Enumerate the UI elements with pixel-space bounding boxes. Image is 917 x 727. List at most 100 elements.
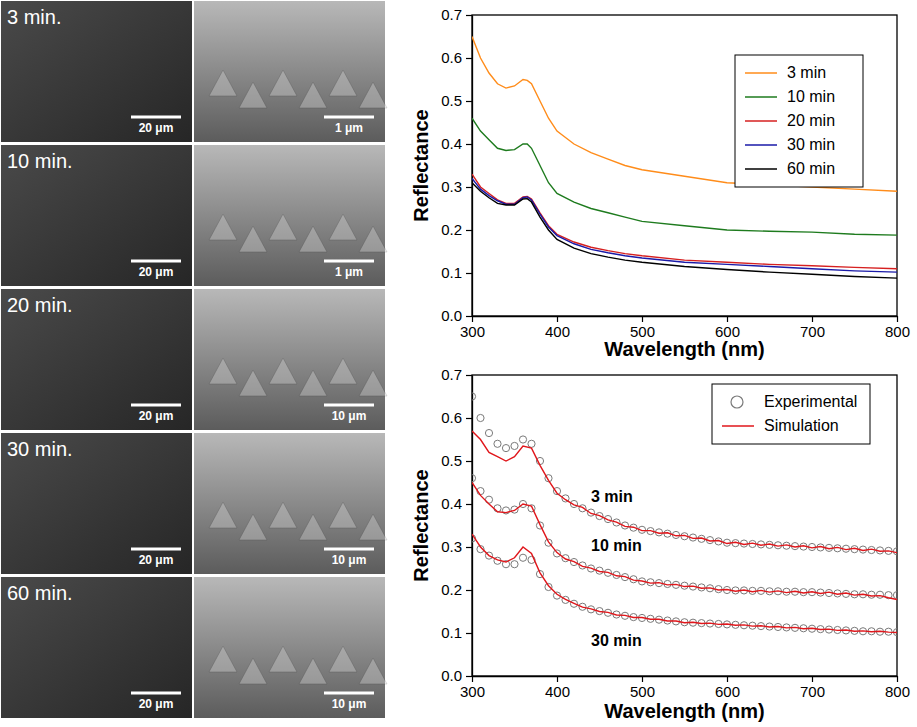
sem-image: 10 min. 20 μm (1, 145, 192, 286)
sem-image: 30 min.20 μm (1, 433, 192, 574)
data-point (579, 505, 586, 512)
sem-texture-shape (239, 370, 267, 396)
sem-texture-shape (359, 658, 387, 684)
sem-texture-shape (209, 502, 237, 528)
data-point (472, 393, 476, 400)
legend: 3 min10 min20 min30 min60 min (735, 55, 863, 187)
tick-label: 0.4 (441, 135, 462, 152)
tick-mark (897, 316, 898, 322)
axis-line (472, 376, 473, 677)
tick-mark (727, 316, 728, 322)
scale-bar (324, 404, 374, 407)
scale-bar-label: 10 μm (332, 697, 367, 711)
data-line (472, 174, 897, 269)
tick: 0.1 (441, 624, 472, 641)
data-point (893, 592, 897, 599)
tick-mark (466, 547, 472, 548)
scale-bar-label: 1 μm (335, 121, 363, 135)
sem-texture-shape (359, 82, 387, 108)
tick-label: 0.2 (441, 221, 462, 238)
tick-mark (466, 375, 472, 376)
sem-image-background (194, 289, 385, 430)
sem-texture-shape (329, 502, 357, 528)
tick-label: 0.7 (441, 366, 462, 383)
tick-label: 0.2 (441, 581, 462, 598)
sem-texture-shape (209, 358, 237, 384)
data-line (472, 431, 897, 553)
sem-texture-shape (269, 358, 297, 384)
tick: 0.2 (441, 221, 472, 238)
tick-label: 0.5 (441, 92, 462, 109)
sem-texture-shape (359, 514, 387, 540)
sem-image-background (1, 433, 192, 574)
sem-texture-shape (239, 82, 267, 108)
tick-mark (812, 316, 813, 322)
scale-bar-label: 20 μm (139, 697, 174, 711)
tick-mark (466, 461, 472, 462)
y-axis-title: Reflectance (410, 109, 432, 221)
data-point (868, 591, 875, 598)
scale-bar-label: 20 μm (139, 265, 174, 279)
tick: 800 (885, 676, 910, 700)
tick: 600 (715, 676, 740, 700)
sem-panels: 3 min.20 μm1 μm10 min.20 μm1 μm20 min.20… (1, 1, 387, 718)
tick-label: 0.1 (441, 264, 462, 281)
tick-label: 0.7 (441, 6, 462, 23)
data-line (472, 534, 897, 632)
sem-image-background (1, 289, 192, 430)
scale-bar-label: 20 μm (139, 409, 174, 423)
sem-texture-shape (269, 502, 297, 528)
legend-label: 10 min (787, 88, 835, 105)
tick: 0.3 (441, 538, 472, 555)
sem-image: 20 min. 20 μm (1, 289, 192, 430)
tick-mark (466, 676, 472, 677)
tick-mark (472, 676, 473, 682)
tick: 0.4 (441, 135, 472, 152)
sem-texture-shape (239, 514, 267, 540)
tick: 0.0 (441, 667, 472, 684)
sem-image-background (1, 577, 192, 718)
tick: 0.1 (441, 264, 472, 281)
annotation: 10 min (591, 537, 642, 554)
tick: 500 (630, 316, 655, 340)
chart: 3004005006007008000.00.10.20.30.40.50.60… (410, 366, 910, 722)
marker-group (472, 393, 897, 555)
legend: ExperimentalSimulation (712, 384, 870, 444)
tick-label: 500 (630, 683, 655, 700)
tick-label: 0.1 (441, 624, 462, 641)
tick-label: 800 (885, 323, 910, 340)
data-line (472, 118, 897, 235)
sem-image: 10 μm (194, 433, 387, 574)
data-point (511, 561, 518, 568)
tick-mark (727, 676, 728, 682)
sem-texture-shape (239, 226, 267, 252)
panel-label: 20 min. (7, 294, 73, 316)
sem-image: 1 μm (194, 145, 387, 286)
tick-mark (466, 58, 472, 59)
chart: 3004005006007008000.00.10.20.30.40.50.60… (410, 6, 910, 360)
tick-label: 700 (800, 323, 825, 340)
sem-texture (209, 502, 387, 540)
data-point (494, 440, 501, 447)
sem-texture-shape (269, 214, 297, 240)
tick: 700 (800, 316, 825, 340)
annotation: 30 min (591, 632, 642, 649)
panel-label: 30 min. (7, 438, 73, 460)
tick-label: 0.3 (441, 538, 462, 555)
legend-label: Experimental (764, 393, 857, 410)
annotation: 3 min (591, 488, 633, 505)
data-point (528, 440, 535, 447)
panel-label: 10 min. (7, 150, 73, 172)
tick-label: 700 (800, 683, 825, 700)
data-point (502, 445, 509, 452)
data-point (587, 509, 594, 516)
tick-label: 0.3 (441, 178, 462, 195)
scale-bar (131, 116, 181, 119)
sem-image-background (194, 577, 385, 718)
data-line (472, 483, 897, 600)
tick-label: 300 (460, 323, 485, 340)
tick-label: 0.0 (441, 307, 462, 324)
panel-label: 3 min. (7, 6, 61, 28)
sem-texture-shape (269, 646, 297, 672)
legend-box (735, 55, 863, 187)
